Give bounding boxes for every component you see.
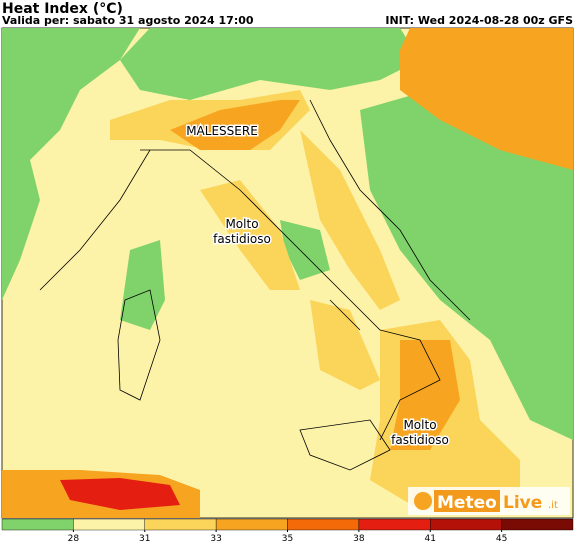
- colorbar-segment: [144, 518, 217, 531]
- logo-text: .it: [548, 500, 558, 511]
- valid-time: Valida per: sabato 31 agosto 2024 17:00: [2, 14, 254, 27]
- colorbar-segment: [73, 518, 145, 531]
- annotation: fastidioso: [391, 433, 449, 447]
- colorbar-tick-label: 41: [425, 534, 436, 543]
- logo: Meteo Live .it: [408, 487, 570, 515]
- colorbar-tick-label: 28: [68, 534, 80, 543]
- title: Heat Index (°C): [2, 1, 123, 17]
- colorbar-tick-label: 33: [210, 534, 221, 543]
- annotation: MALESSERE: [186, 124, 258, 138]
- colorbar: 28 31 33 35 38 41 45: [1, 518, 574, 543]
- colorbar-segment: [287, 518, 360, 531]
- logo-text: Live: [503, 493, 542, 513]
- colorbar-segment: [1, 518, 74, 531]
- colorbar-segment: [501, 518, 574, 531]
- logo-text: Meteo: [437, 493, 497, 513]
- colorbar-tick-label: 31: [139, 534, 150, 543]
- colorbar-segment: [430, 518, 502, 531]
- colorbar-tick-label: 35: [282, 534, 293, 543]
- annotation: Molto: [403, 418, 436, 432]
- init-time: INIT: Wed 2024-08-28 00z GFS: [385, 14, 573, 27]
- colorbar-tick-label: 38: [353, 534, 365, 543]
- colorbar-segment: [358, 518, 431, 531]
- map: [1, 27, 574, 519]
- colorbar-segment: [215, 518, 288, 531]
- annotation: fastidioso: [213, 232, 271, 246]
- colorbar-tick-label: 45: [496, 534, 507, 543]
- annotation: Molto: [225, 217, 258, 231]
